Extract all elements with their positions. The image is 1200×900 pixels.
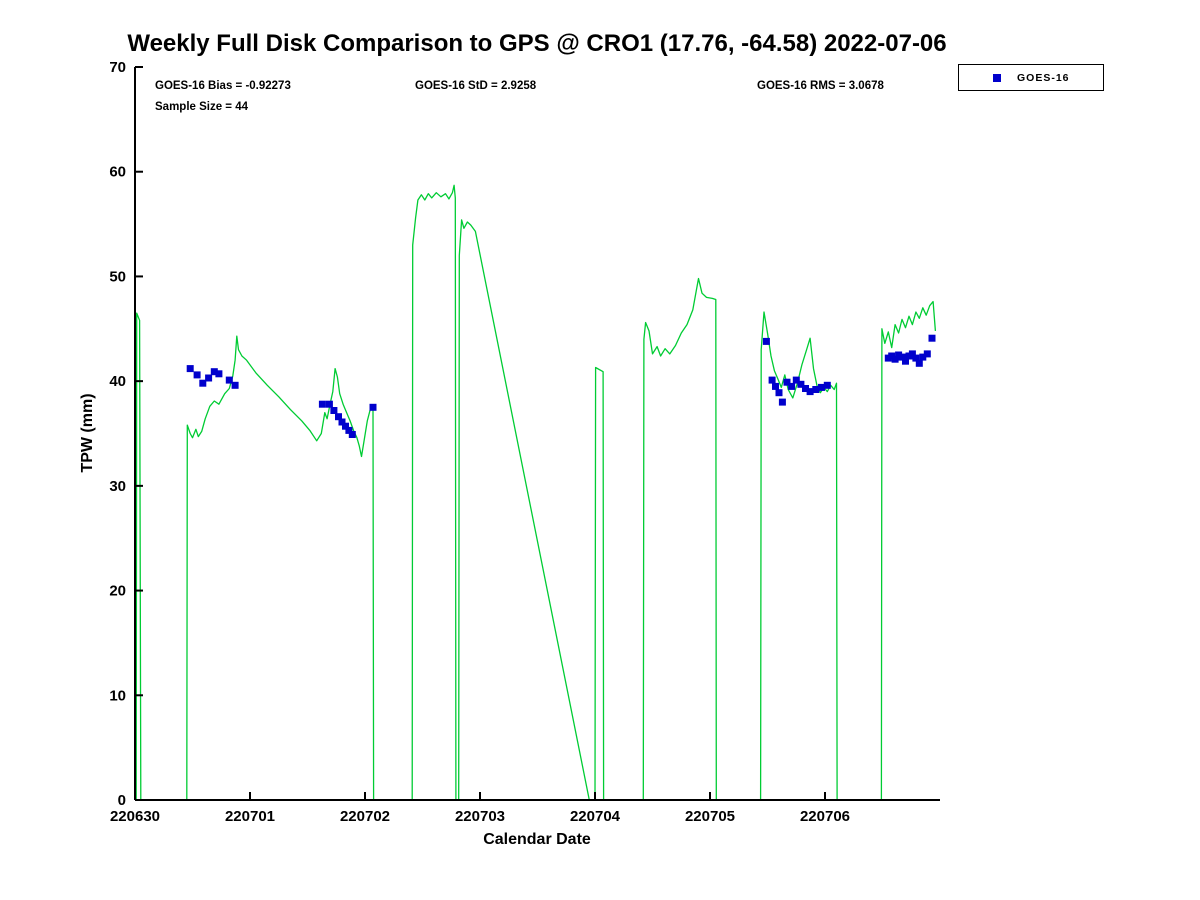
- goes16-data-point: [891, 355, 899, 363]
- goes16-data-point: [775, 389, 783, 397]
- goes16-data-point: [915, 359, 923, 367]
- goes16-data-point: [338, 418, 346, 426]
- y-axis-label: TPW (mm): [79, 393, 96, 473]
- gps-tpw-line-segment: [458, 219, 590, 801]
- gps-tpw-line-segment: [642, 277, 717, 801]
- goes16-data-point: [348, 431, 356, 438]
- gps-tpw-line-segment: [880, 300, 937, 801]
- goes16-data-point: [797, 380, 805, 388]
- goes16-data-point: [802, 385, 809, 392]
- goes16-data-point: [772, 382, 779, 390]
- stat-std: GOES-16 StD = 2.9258: [415, 80, 537, 92]
- gps-tpw-line-segment: [186, 335, 375, 801]
- gps-tpw-line-segment: [135, 312, 142, 801]
- goes16-data-point: [210, 368, 218, 376]
- goes16-data-point: [902, 357, 909, 365]
- goes16-data-point: [818, 383, 825, 391]
- y-tick-label: 70: [109, 59, 126, 76]
- goes16-data-point: [783, 378, 791, 386]
- y-tick-label: 10: [109, 687, 126, 704]
- y-tick-label: 20: [109, 583, 126, 600]
- x-tick-label: 220706: [800, 808, 850, 825]
- y-tick-label: 60: [109, 164, 126, 181]
- goes16-data-point: [199, 379, 207, 387]
- x-tick-label: 220704: [570, 808, 621, 825]
- goes16-data-point: [908, 350, 916, 358]
- goes16-data-point: [812, 386, 820, 393]
- y-tick-label: 40: [109, 373, 126, 390]
- legend: GOES-16: [958, 64, 1104, 91]
- goes16-data-point: [792, 376, 800, 384]
- goes16-data-point: [193, 371, 201, 379]
- x-axis-label: Calendar Date: [483, 831, 591, 848]
- goes16-data-point: [225, 376, 233, 384]
- x-tick-label: 220703: [455, 808, 505, 825]
- goes16-data-point: [345, 426, 353, 434]
- goes16-data-point: [788, 382, 796, 390]
- stat-bias: GOES-16 Bias = -0.92273: [155, 80, 291, 92]
- goes16-data-point: [215, 370, 223, 378]
- goes16-data-point: [205, 374, 213, 382]
- goes16-square-marker-icon: [993, 73, 1001, 82]
- y-tick-label: 50: [109, 268, 126, 285]
- goes16-data-point: [318, 400, 326, 408]
- x-tick-label: 220705: [685, 808, 735, 825]
- goes16-data-point: [806, 388, 814, 396]
- stat-rms: GOES-16 RMS = 3.0678: [757, 80, 884, 92]
- goes16-data-point: [823, 381, 831, 389]
- y-tick-label: 0: [118, 792, 126, 809]
- stat-sample-size: Sample Size = 44: [155, 101, 249, 113]
- goes16-data-point: [186, 365, 194, 373]
- goes16-data-point: [335, 413, 342, 421]
- goes16-data-point: [369, 403, 377, 411]
- goes16-data-point: [330, 407, 338, 414]
- goes16-data-point: [919, 353, 927, 361]
- x-tick-label: 220701: [225, 808, 275, 825]
- goes16-data-point: [928, 334, 936, 342]
- goes16-data-point: [342, 422, 349, 430]
- legend-label-goes16: GOES-16: [1017, 71, 1070, 84]
- gps-tpw-line-segment: [759, 311, 838, 801]
- chart-title: Weekly Full Disk Comparison to GPS @ CRO…: [127, 30, 947, 57]
- goes16-data-point: [768, 376, 776, 384]
- gps-tpw-line-segment: [594, 366, 605, 801]
- goes16-data-point: [325, 400, 333, 408]
- x-tick-label: 220630: [110, 808, 160, 825]
- goes16-data-point: [762, 337, 770, 345]
- x-tick-label: 220702: [340, 808, 390, 825]
- goes16-data-point: [923, 350, 931, 358]
- gps-tpw-line-segment: [411, 184, 457, 801]
- y-tick-label: 30: [109, 478, 126, 495]
- goes16-data-point: [898, 353, 906, 361]
- goes16-data-point: [912, 354, 920, 362]
- goes16-data-point: [231, 381, 239, 389]
- goes16-data-point: [778, 398, 786, 406]
